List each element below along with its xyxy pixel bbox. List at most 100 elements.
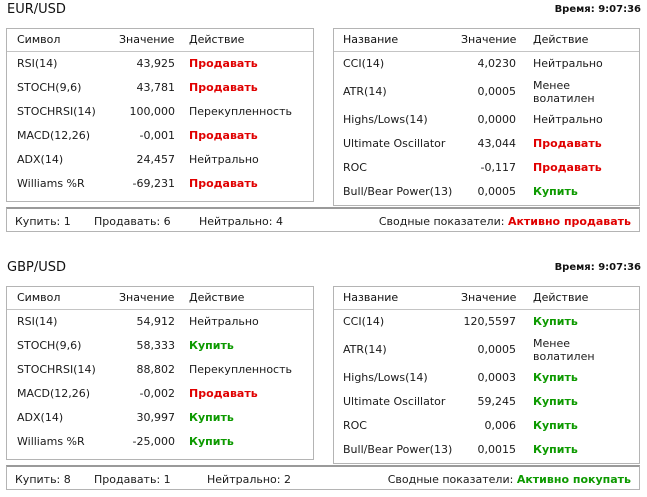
table-row: ADX(14) 24,457 Нейтрально xyxy=(7,148,313,172)
table-row: ATR(14) 0,0005 Менее волатилен xyxy=(334,76,639,108)
indicator-action: Менее волатилен xyxy=(533,337,595,363)
table-row: ADX(14) 30,997 Купить xyxy=(7,406,313,430)
table-header: Название Значение Действие xyxy=(334,287,639,310)
symbol-name[interactable]: MACD(12,26) xyxy=(17,387,91,400)
summary-buy-count: Купить: 1 xyxy=(15,215,71,228)
summary-overall-value: Активно покупать xyxy=(516,473,631,486)
indicator-value: 100,000 xyxy=(129,105,176,118)
header-value: Значение xyxy=(461,291,517,304)
header-value: Значение xyxy=(119,33,175,46)
symbol-name[interactable]: STOCHRSI(14) xyxy=(17,105,96,118)
table-row: RSI(14) 43,925 Продавать xyxy=(7,52,313,76)
indicator-value: 43,044 xyxy=(477,137,517,150)
time-label: Время: xyxy=(554,4,595,15)
pair-title[interactable]: GBP/USD xyxy=(7,260,66,275)
table-row: MACD(12,26) -0,002 Продавать xyxy=(7,382,313,406)
header-action: Действие xyxy=(189,33,245,46)
indicator-action: Перекупленность xyxy=(189,105,292,118)
oscillators-table: Символ Значение Действие RSI(14) 43,925 Пр… xyxy=(6,28,314,202)
symbol-name[interactable]: ADX(14) xyxy=(17,153,64,166)
symbol-name[interactable]: STOCHRSI(14) xyxy=(17,363,96,376)
header-symbol: Символ xyxy=(17,291,61,304)
indicator-value: -0,117 xyxy=(480,161,516,174)
indicator-action: Продавать xyxy=(533,137,602,150)
indicator-action: Перекупленность xyxy=(189,363,292,376)
table-row: ROC -0,117 Продавать xyxy=(334,156,639,180)
indicator-value: 120,5597 xyxy=(463,315,517,328)
update-time: Время: 9:07:36 xyxy=(555,4,641,15)
header-symbol: Символ xyxy=(17,33,61,46)
indicator-value: 58,333 xyxy=(136,339,176,352)
indicator-value: -0,002 xyxy=(139,387,175,400)
indicator-value: 24,457 xyxy=(136,153,176,166)
time-label: Время: xyxy=(554,262,595,273)
indicator-name[interactable]: Bull/Bear Power(13) xyxy=(343,443,453,456)
header-action: Действие xyxy=(533,291,589,304)
table-header: Название Значение Действие xyxy=(334,29,639,52)
indicator-name[interactable]: Highs/Lows(14) xyxy=(343,113,428,126)
summary-neutral-count: Нейтрально: 4 xyxy=(199,215,283,228)
symbol-name[interactable]: STOCH(9,6) xyxy=(17,81,82,94)
indicator-name[interactable]: CCI(14) xyxy=(343,315,385,328)
time-value: 9:07:36 xyxy=(598,4,641,15)
indicator-value: 0,0005 xyxy=(477,185,517,198)
indicator-name[interactable]: Highs/Lows(14) xyxy=(343,371,428,384)
header-value: Значение xyxy=(461,33,517,46)
table-row: ROC 0,006 Купить xyxy=(334,414,639,438)
indicator-name[interactable]: Ultimate Oscillator xyxy=(343,395,446,408)
indicator-name[interactable]: ROC xyxy=(343,161,367,174)
summary-overall-label: Сводные показатели: xyxy=(387,473,514,486)
symbol-name[interactable]: STOCH(9,6) xyxy=(17,339,82,352)
summary-bar: Купить: 1 Продавать: 6 Нейтрально: 4 Сво… xyxy=(6,207,640,232)
indicator-value: -69,231 xyxy=(132,177,175,190)
indicator-action: Купить xyxy=(533,371,578,384)
symbol-name[interactable]: ADX(14) xyxy=(17,411,64,424)
table-row: STOCH(9,6) 58,333 Купить xyxy=(7,334,313,358)
header-value: Значение xyxy=(119,291,175,304)
indicator-name[interactable]: Ultimate Oscillator xyxy=(343,137,446,150)
indicator-action: Купить xyxy=(189,411,234,424)
indicator-action: Продавать xyxy=(189,81,258,94)
indicator-action: Менее волатилен xyxy=(533,79,595,105)
symbol-name[interactable]: RSI(14) xyxy=(17,315,58,328)
indicator-name[interactable]: Bull/Bear Power(13) xyxy=(343,185,453,198)
indicator-action: Нейтрально xyxy=(533,57,603,70)
oscillators-table: Символ Значение Действие RSI(14) 54,912 Не… xyxy=(6,286,314,460)
indicator-value: 43,925 xyxy=(136,57,176,70)
indicator-value: 0,0003 xyxy=(477,371,517,384)
indicator-action: Продавать xyxy=(189,129,258,142)
indicator-name[interactable]: ATR(14) xyxy=(343,85,387,98)
table-row: Ultimate Oscillator 59,245 Купить xyxy=(334,390,639,414)
symbol-name[interactable]: MACD(12,26) xyxy=(17,129,91,142)
symbol-name[interactable]: Williams %R xyxy=(17,435,85,448)
indicator-value: 59,245 xyxy=(477,395,517,408)
table-row: CCI(14) 4,0230 Нейтрально xyxy=(334,52,639,76)
indicator-name[interactable]: CCI(14) xyxy=(343,57,385,70)
indicator-action: Продавать xyxy=(533,161,602,174)
indicator-action: Нейтрально xyxy=(189,315,259,328)
indicator-value: 0,0005 xyxy=(477,343,517,356)
symbol-name[interactable]: Williams %R xyxy=(17,177,85,190)
table-row: Highs/Lows(14) 0,0003 Купить xyxy=(334,366,639,390)
indicator-name[interactable]: ROC xyxy=(343,419,367,432)
indicator-value: 0,006 xyxy=(484,419,517,432)
summary-buy-count: Купить: 8 xyxy=(15,473,71,486)
indicator-action: Купить xyxy=(533,395,578,408)
indicator-action: Нейтрально xyxy=(189,153,259,166)
pair-title[interactable]: EUR/USD xyxy=(7,2,66,17)
summary-overall-label: Сводные показатели: xyxy=(378,215,505,228)
eurusd-section: EUR/USD Время: 9:07:36 Символ Значение Д… xyxy=(0,0,647,240)
indicator-value: 30,997 xyxy=(136,411,176,424)
table-row: Ultimate Oscillator 43,044 Продавать xyxy=(334,132,639,156)
table-header: Символ Значение Действие xyxy=(7,29,313,52)
indicator-action: Купить xyxy=(189,435,234,448)
indicator-action: Нейтрально xyxy=(533,113,603,126)
summary-sell-count: Продавать: 6 xyxy=(94,215,171,228)
table-row: STOCHRSI(14) 88,802 Перекупленность xyxy=(7,358,313,382)
header-name: Название xyxy=(343,291,399,304)
indicator-name[interactable]: ATR(14) xyxy=(343,343,387,356)
indicator-value: 43,781 xyxy=(136,81,176,94)
summary-overall: Сводные показатели: Активно покупать xyxy=(388,473,631,486)
indicators-table: Название Значение Действие CCI(14) 4,0230… xyxy=(333,28,640,206)
symbol-name[interactable]: RSI(14) xyxy=(17,57,58,70)
